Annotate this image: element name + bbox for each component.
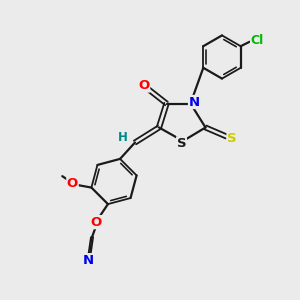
Text: N: N — [82, 254, 94, 267]
Text: O: O — [90, 216, 102, 229]
Text: S: S — [177, 137, 186, 150]
Text: O: O — [138, 79, 150, 92]
Text: Cl: Cl — [250, 34, 264, 47]
Text: S: S — [227, 131, 237, 145]
Text: O: O — [67, 177, 78, 190]
Text: H: H — [118, 130, 128, 144]
Text: N: N — [188, 95, 200, 109]
